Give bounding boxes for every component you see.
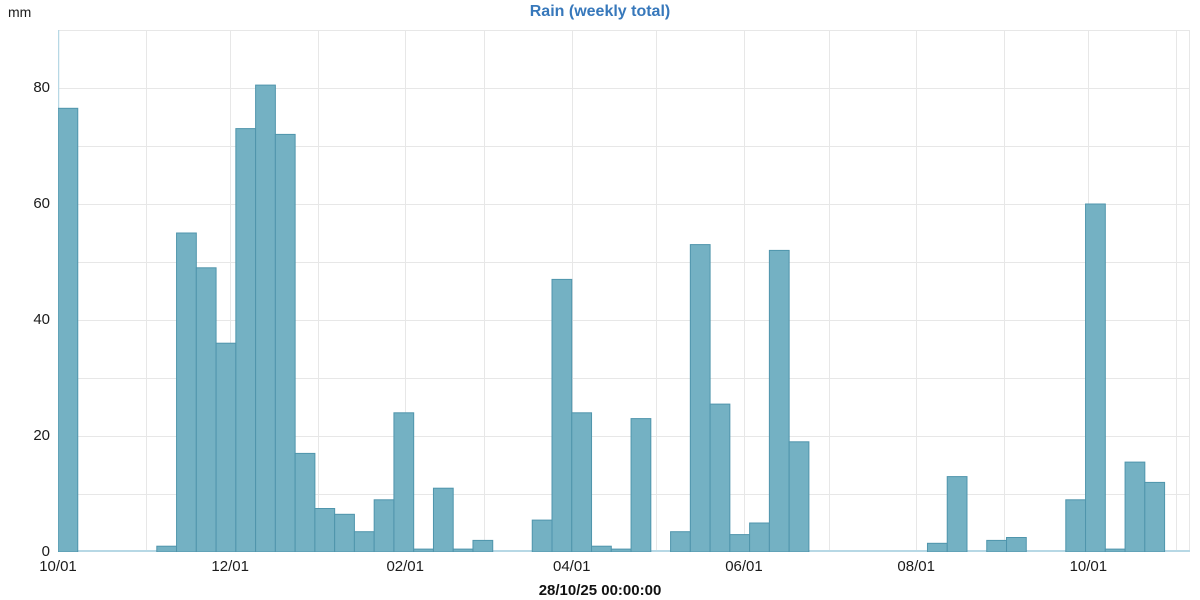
rain-bar[interactable] (1085, 203, 1106, 553)
rain-bar[interactable] (452, 548, 474, 553)
x-tick-label: 02/01 (386, 558, 424, 575)
rain-bar[interactable] (926, 542, 948, 553)
y-tick-label: 60 (33, 195, 50, 212)
rain-bar[interactable] (788, 441, 810, 553)
rain-bar[interactable] (551, 278, 573, 553)
plot-canvas (57, 30, 1190, 553)
rain-bar[interactable] (176, 232, 197, 553)
rain-bar[interactable] (689, 244, 711, 553)
cursor-timestamp-label: 28/10/25 00:00:00 (538, 582, 662, 599)
rain-bar[interactable] (1065, 499, 1087, 553)
rain-bar[interactable] (255, 84, 276, 553)
rain-bar[interactable] (1144, 481, 1166, 553)
rain-bar[interactable] (413, 548, 434, 553)
rain-bar[interactable] (472, 539, 494, 553)
y-tick-label: 80 (33, 79, 50, 96)
x-tick-label: 10/01 (1069, 558, 1108, 575)
rain-bar[interactable] (432, 487, 454, 553)
rain-bar[interactable] (946, 476, 968, 553)
rain-bar[interactable] (235, 128, 257, 553)
x-tick-label: 10/01 (39, 558, 77, 575)
rain-bar[interactable] (571, 412, 593, 553)
y-tick-label: 0 (41, 543, 50, 560)
x-tick-label: 04/01 (552, 558, 591, 575)
rain-bar[interactable] (1104, 548, 1126, 553)
rain-bar[interactable] (1124, 461, 1146, 553)
rain-bar[interactable] (314, 508, 336, 553)
chart-title: Rain (weekly total) (529, 3, 671, 20)
rain-bar[interactable] (274, 133, 296, 553)
rain-bar[interactable] (610, 548, 632, 553)
rain-bar[interactable] (353, 531, 375, 553)
y-tick-label: 20 (33, 427, 50, 444)
y-axis-unit-label: mm (8, 4, 32, 20)
rain-bar[interactable] (294, 452, 316, 553)
x-tick-label: 06/01 (725, 558, 763, 575)
y-tick-label: 40 (33, 311, 50, 328)
rain-bar[interactable] (670, 531, 691, 553)
rain-bar[interactable] (729, 534, 751, 553)
rain-bar[interactable] (768, 249, 790, 553)
rain-bar[interactable] (156, 545, 178, 553)
rain-bar[interactable] (630, 418, 652, 553)
rain-bar[interactable] (709, 403, 731, 553)
rain-bar[interactable] (57, 107, 79, 553)
rain-bar[interactable] (749, 522, 770, 553)
rain-bar[interactable] (531, 519, 553, 553)
x-tick-label: 08/01 (897, 558, 935, 575)
rain-bar[interactable] (1006, 537, 1027, 553)
rain-bar[interactable] (195, 267, 217, 553)
rain-bar[interactable] (373, 499, 395, 553)
rain-bar[interactable] (334, 513, 355, 553)
rain-bar[interactable] (986, 539, 1008, 553)
x-tick-label: 12/01 (211, 558, 249, 575)
rain-bar[interactable] (393, 412, 415, 553)
rain-bar[interactable] (591, 545, 612, 553)
plot-area[interactable] (57, 30, 1190, 553)
rain-bar[interactable] (215, 342, 237, 553)
